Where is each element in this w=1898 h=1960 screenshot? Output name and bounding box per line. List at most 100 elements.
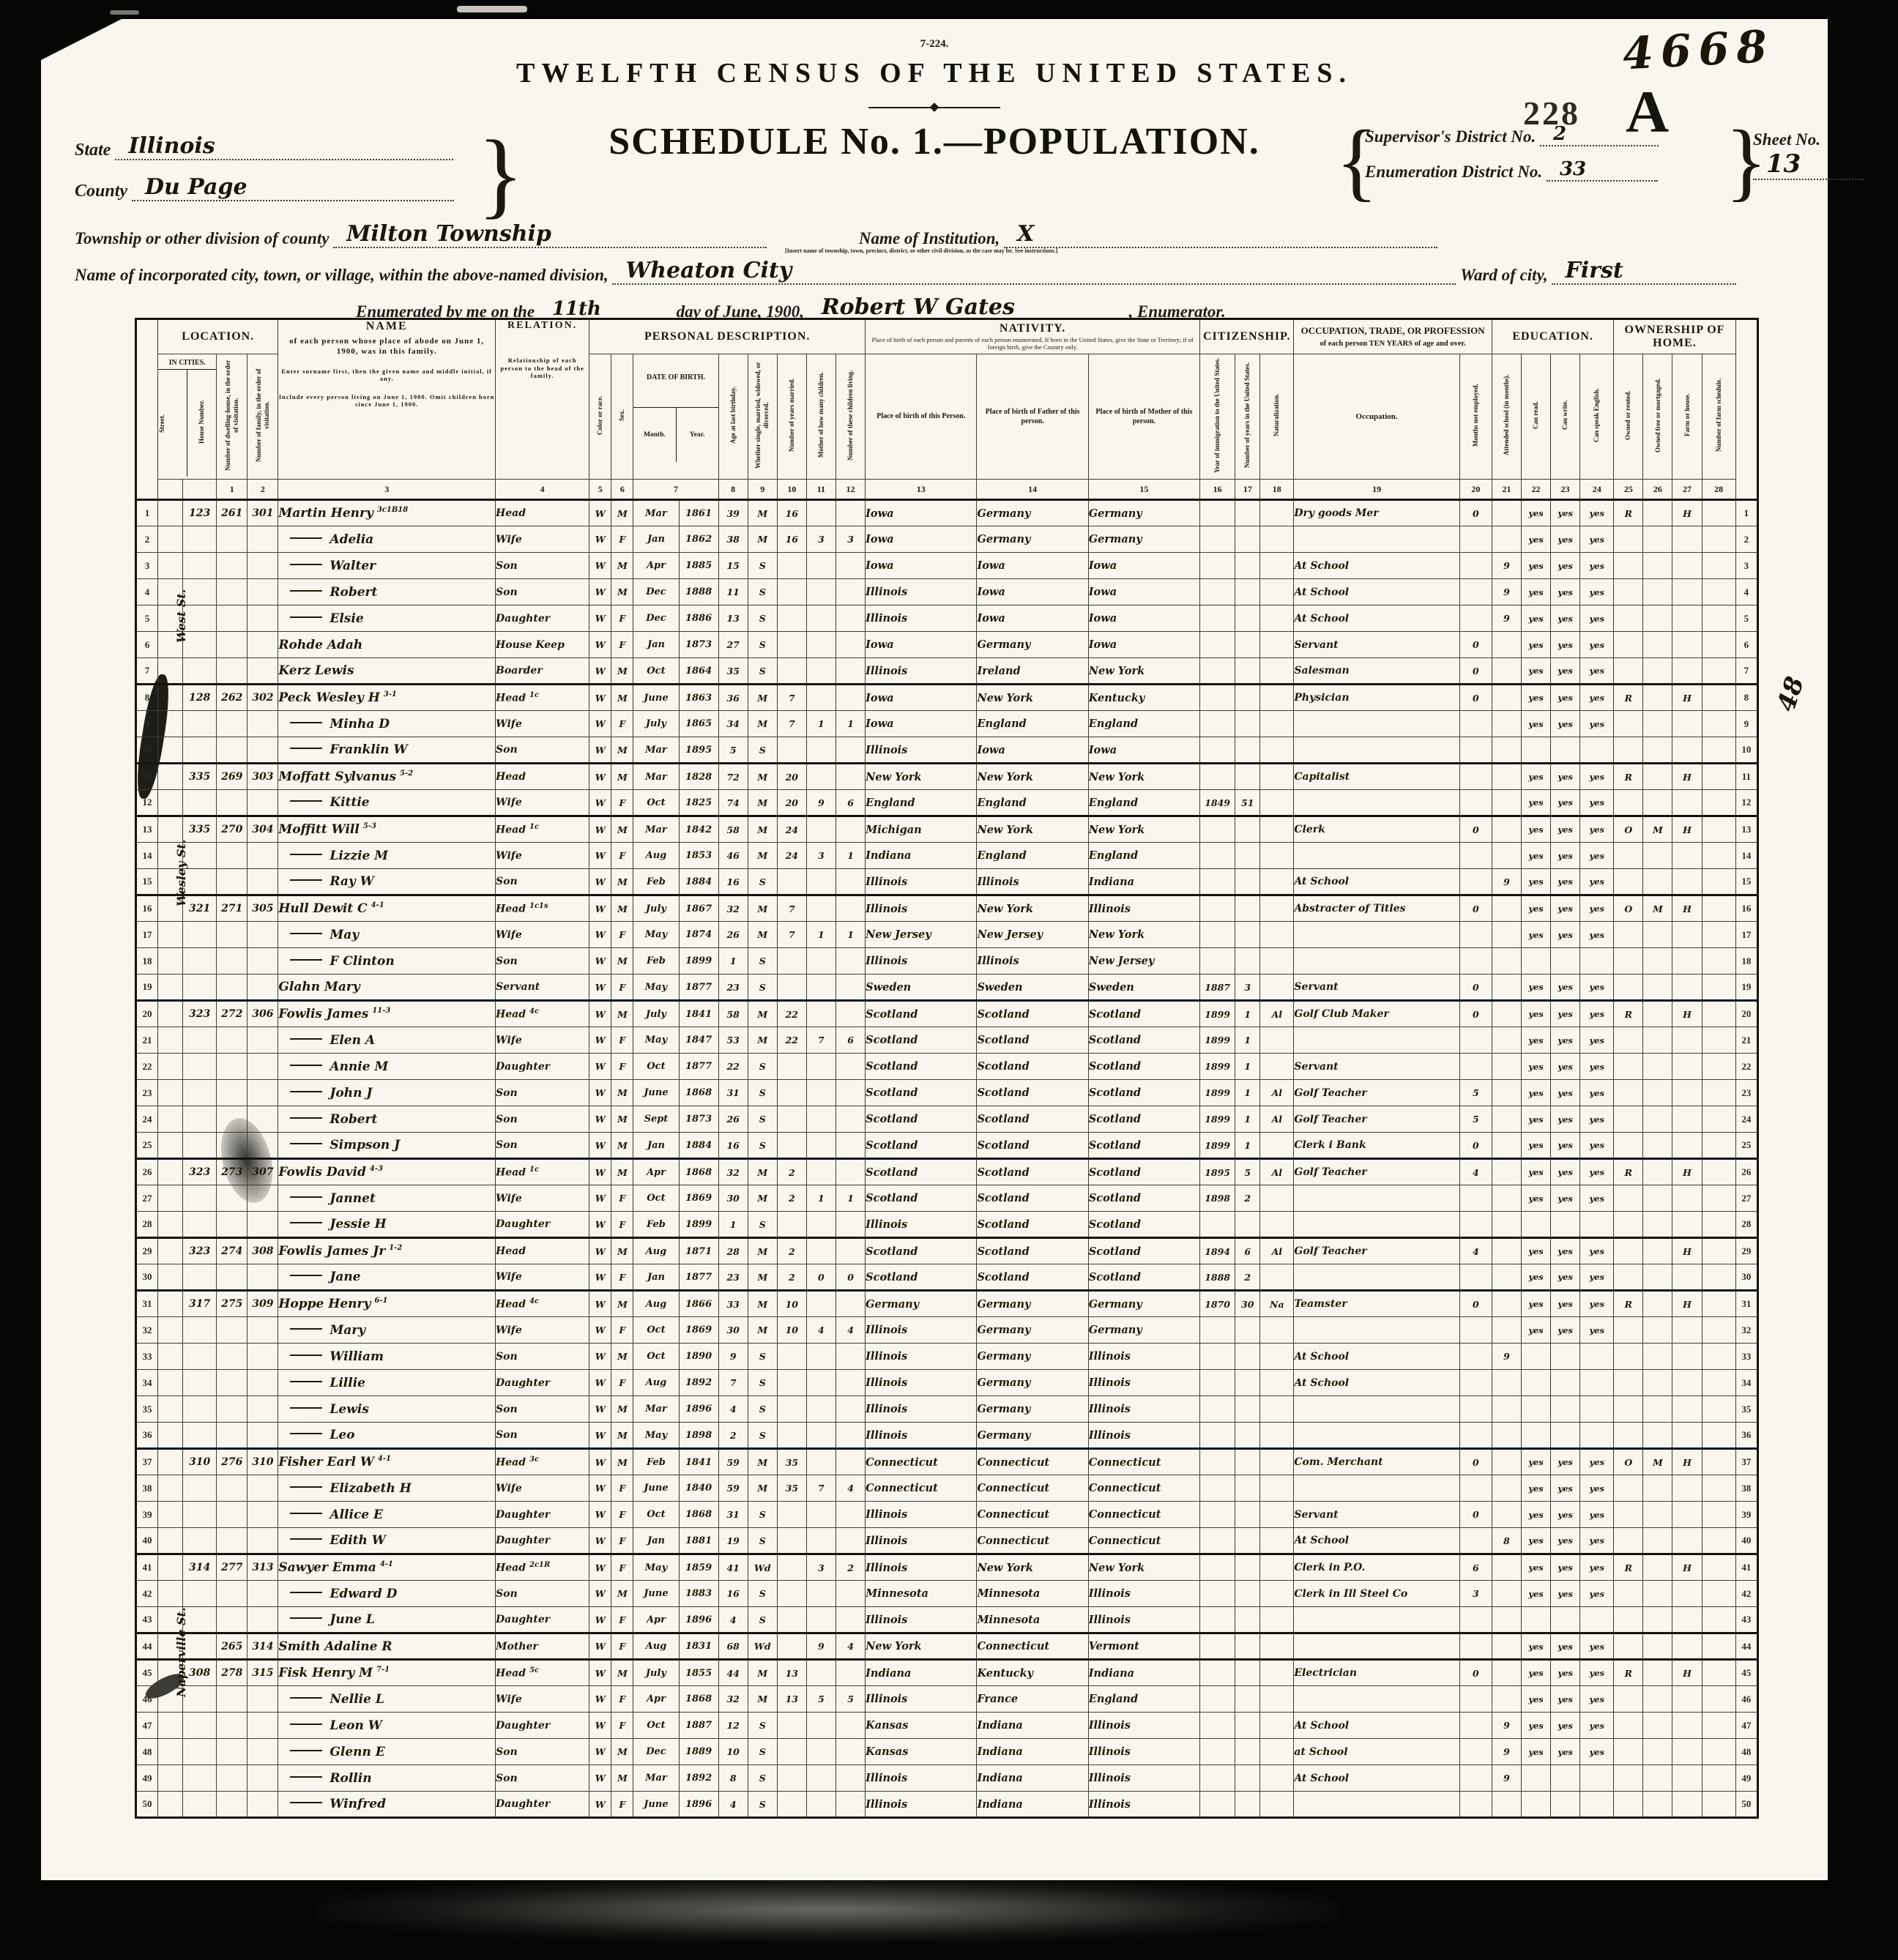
cell-rel: Son xyxy=(494,1343,590,1370)
table-row: 23 John J Son W M June 1868 31 S Scotland Scotland… xyxy=(135,1079,1759,1106)
cell-street xyxy=(157,1132,184,1159)
cell-ym xyxy=(776,1106,807,1133)
cell-mo: Oct xyxy=(633,1053,680,1080)
cell-name: Winfred xyxy=(278,1791,496,1818)
cell-pm: New York xyxy=(1087,1553,1201,1581)
cell-rd: yes xyxy=(1521,1185,1552,1212)
cell-oc: At School xyxy=(1293,1343,1460,1370)
cell-fh: H xyxy=(1672,894,1702,922)
cell-fs xyxy=(1701,552,1736,579)
cell-fh xyxy=(1672,1264,1702,1291)
cell-rel: Head 1c xyxy=(494,1158,590,1185)
cell-na xyxy=(1259,1527,1295,1554)
cell-age: 59 xyxy=(718,1447,748,1475)
cell-fs xyxy=(1701,894,1736,922)
cell-en: yes xyxy=(1579,1237,1615,1264)
cell-fs xyxy=(1701,762,1736,790)
cell-house xyxy=(182,789,217,816)
cell-pm: Scotland xyxy=(1087,1079,1201,1106)
cell-na: Al xyxy=(1259,1237,1295,1264)
state-underline: Illinois xyxy=(115,133,454,160)
cell-sc xyxy=(1491,1132,1522,1159)
column-number: 19 xyxy=(1293,479,1460,500)
cell-name: Elen A xyxy=(278,1026,496,1054)
cell-s: F xyxy=(611,526,634,553)
cell-cl xyxy=(835,605,866,632)
cell-yr: 1874 xyxy=(678,921,719,948)
cell-mc xyxy=(805,657,836,685)
cell-pm: Iowa xyxy=(1087,552,1201,579)
cell-rd: yes xyxy=(1521,1738,1552,1765)
cell-c: W xyxy=(589,815,612,843)
cell-pf: Connecticut xyxy=(976,1501,1089,1528)
cell-ym: 13 xyxy=(776,1685,807,1713)
cell-na xyxy=(1259,1658,1295,1686)
cell-name: Ray W xyxy=(278,868,496,895)
cell-in xyxy=(1235,1211,1261,1238)
cell-ow xyxy=(1613,1765,1644,1792)
cell-ym xyxy=(776,1501,807,1528)
cell-pb: Illinois xyxy=(865,868,978,895)
cell-in xyxy=(1235,815,1261,843)
cell-cl xyxy=(835,1791,866,1818)
cell-name: Minha D xyxy=(278,710,496,737)
cell-fs xyxy=(1701,789,1736,816)
cell-age: 16 xyxy=(718,868,748,895)
cell-fs xyxy=(1701,1343,1736,1370)
column-number: 10 xyxy=(776,479,807,500)
cell-n: 11 xyxy=(135,762,159,790)
cell-age: 10 xyxy=(718,1738,748,1765)
cell-fs xyxy=(1701,1765,1736,1792)
cell-pm: Scotland xyxy=(1087,1264,1201,1291)
children-living-col-label: Number of these children living. xyxy=(835,354,866,480)
table-row: 16 321 271 305 Hull Dewit C 4-1 Head 1c1s W M July… xyxy=(135,894,1759,922)
cell-wr: yes xyxy=(1550,657,1581,685)
cell-in xyxy=(1235,1685,1261,1713)
cell-iy xyxy=(1199,1501,1236,1528)
cell-ow xyxy=(1613,974,1644,1001)
cell-mo: Oct xyxy=(633,1501,680,1528)
cell-iy xyxy=(1199,921,1236,948)
cell-pb: Kansas xyxy=(865,1738,978,1765)
cell-pb: Illinois xyxy=(865,1369,978,1396)
cell-n: 26 xyxy=(135,1158,159,1185)
cell-n: 6 xyxy=(135,631,159,658)
cell-mn xyxy=(1459,605,1492,632)
cell-ym xyxy=(776,1396,807,1423)
table-row: 4 Robert Son W M Dec 1888 11 S Illinois Iowa Iowa At… xyxy=(135,578,1759,605)
supervisor-label: Supervisor's District No. xyxy=(1365,127,1536,146)
enumeration-underline: 33 xyxy=(1546,158,1658,182)
cell-fam xyxy=(247,1053,279,1080)
cell-dw: 265 xyxy=(216,1632,248,1660)
ditto-dash xyxy=(290,1064,323,1066)
cell-ym xyxy=(776,1527,807,1554)
cell-pm: England xyxy=(1087,1685,1201,1713)
ditto-dash xyxy=(290,1591,323,1593)
cell-ow: O xyxy=(1613,1447,1644,1475)
cell-dw: 262 xyxy=(216,683,248,711)
cell-pm: Illinois xyxy=(1087,1422,1201,1449)
cell-en: yes xyxy=(1579,1553,1615,1581)
cell-mg xyxy=(1642,1289,1673,1317)
cell-fam: 315 xyxy=(247,1658,279,1686)
cell-rel: Daughter xyxy=(494,1712,590,1739)
cell-sc xyxy=(1491,1106,1522,1133)
citizenship-group: CITIZENSHIP. xyxy=(1199,318,1295,354)
cell-cl: 6 xyxy=(835,1026,866,1054)
cell-sc xyxy=(1491,1658,1522,1686)
cell-street xyxy=(157,1580,184,1607)
cell-pm: Illinois xyxy=(1087,1791,1201,1818)
cell-fs xyxy=(1701,1079,1736,1106)
cell-oc xyxy=(1293,947,1460,975)
cell-yr: 1877 xyxy=(678,974,719,1001)
cell-mg xyxy=(1642,974,1673,1001)
cell-pm: Scotland xyxy=(1087,1185,1201,1212)
cell-c: W xyxy=(589,1658,612,1686)
cell-m: M xyxy=(747,1237,778,1264)
cell-mn xyxy=(1459,1712,1492,1739)
cell-rd: yes xyxy=(1521,1527,1552,1554)
cell-in xyxy=(1235,499,1261,526)
cell-dw xyxy=(216,1501,248,1528)
cell-iy: 1898 xyxy=(1199,1185,1236,1212)
cell-m: M xyxy=(747,499,778,526)
